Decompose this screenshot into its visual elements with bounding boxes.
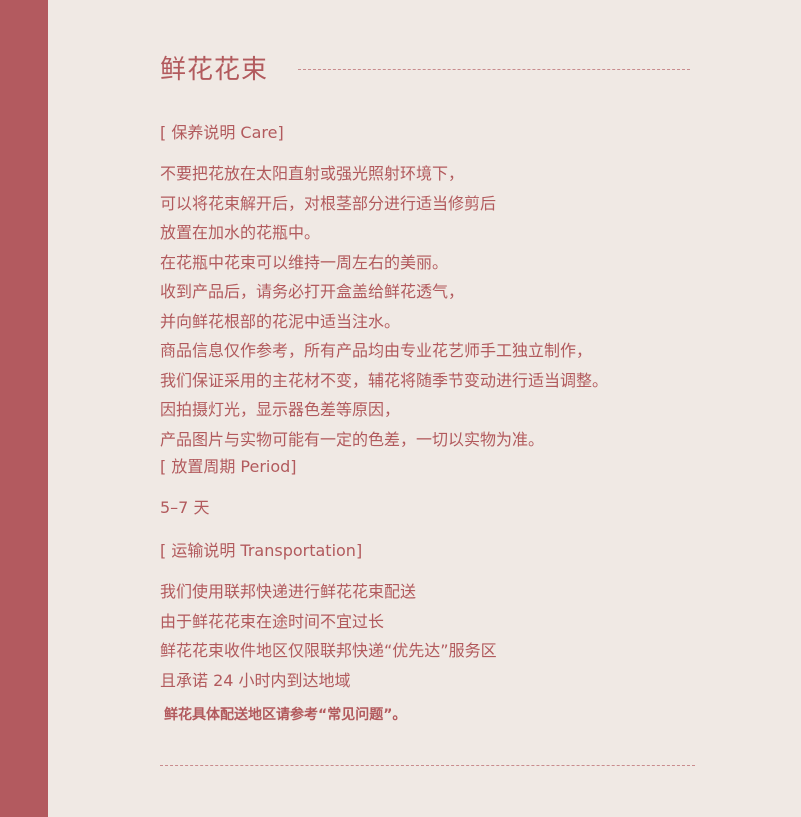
- transport-line: 鲜花花束收件地区仅限联邦快递“优先达”服务区: [160, 641, 497, 660]
- care-line: 不要把花放在太阳直射或强光照射环境下，: [160, 164, 465, 183]
- care-line: 商品信息仅作参考，所有产品均由专业花艺师手工独立制作，: [160, 341, 593, 360]
- transport-line: 我们使用联邦快递进行鲜花花束配送: [160, 582, 417, 601]
- care-line: 在花瓶中花束可以维持一周左右的美丽。: [160, 252, 449, 272]
- care-heading: [ 保养说明 Care]: [160, 123, 284, 142]
- care-text: 不要把花放在太阳直射或强光照射环境下， 可以将花束解开后，对根茎部分进行适当修剪…: [160, 159, 608, 454]
- bottom-divider: [160, 765, 695, 766]
- title-row: 鲜花花束: [160, 52, 700, 88]
- period-heading: [ 放置周期 Period]: [160, 457, 297, 476]
- delivery-area-note: 鲜花具体配送地区请参考“常见问题”。: [164, 707, 407, 723]
- care-line: 可以将花束解开后，对根茎部分进行适当修剪后: [160, 193, 497, 213]
- period-value: 5–7 天: [160, 498, 210, 517]
- transport-text: 我们使用联邦快递进行鲜花花束配送 由于鲜花花束在途时间不宜过长 鲜花花束收件地区…: [160, 577, 497, 695]
- care-line: 收到产品后，请务必打开盒盖给鲜花透气，: [160, 282, 465, 301]
- care-line: 放置在加水的花瓶中。: [160, 223, 321, 242]
- care-line: 并向鲜花根部的花泥中适当注水。: [160, 311, 401, 331]
- title-divider: [298, 69, 690, 70]
- care-line: 因拍摄灯光，显示器色差等原因，: [160, 400, 401, 419]
- left-accent-bar: [0, 0, 48, 817]
- transport-line: 且承诺 24 小时内到达地域: [160, 670, 351, 690]
- care-line: 我们保证采用的主花材不变，辅花将随季节变动进行适当调整。: [160, 370, 609, 390]
- page-title: 鲜花花束: [160, 55, 269, 85]
- transport-heading: [ 运输说明 Transportation]: [160, 541, 363, 560]
- care-line: 产品图片与实物可能有一定的色差，一切以实物为准。: [160, 429, 545, 449]
- transport-line: 由于鲜花花束在途时间不宜过长: [160, 611, 385, 631]
